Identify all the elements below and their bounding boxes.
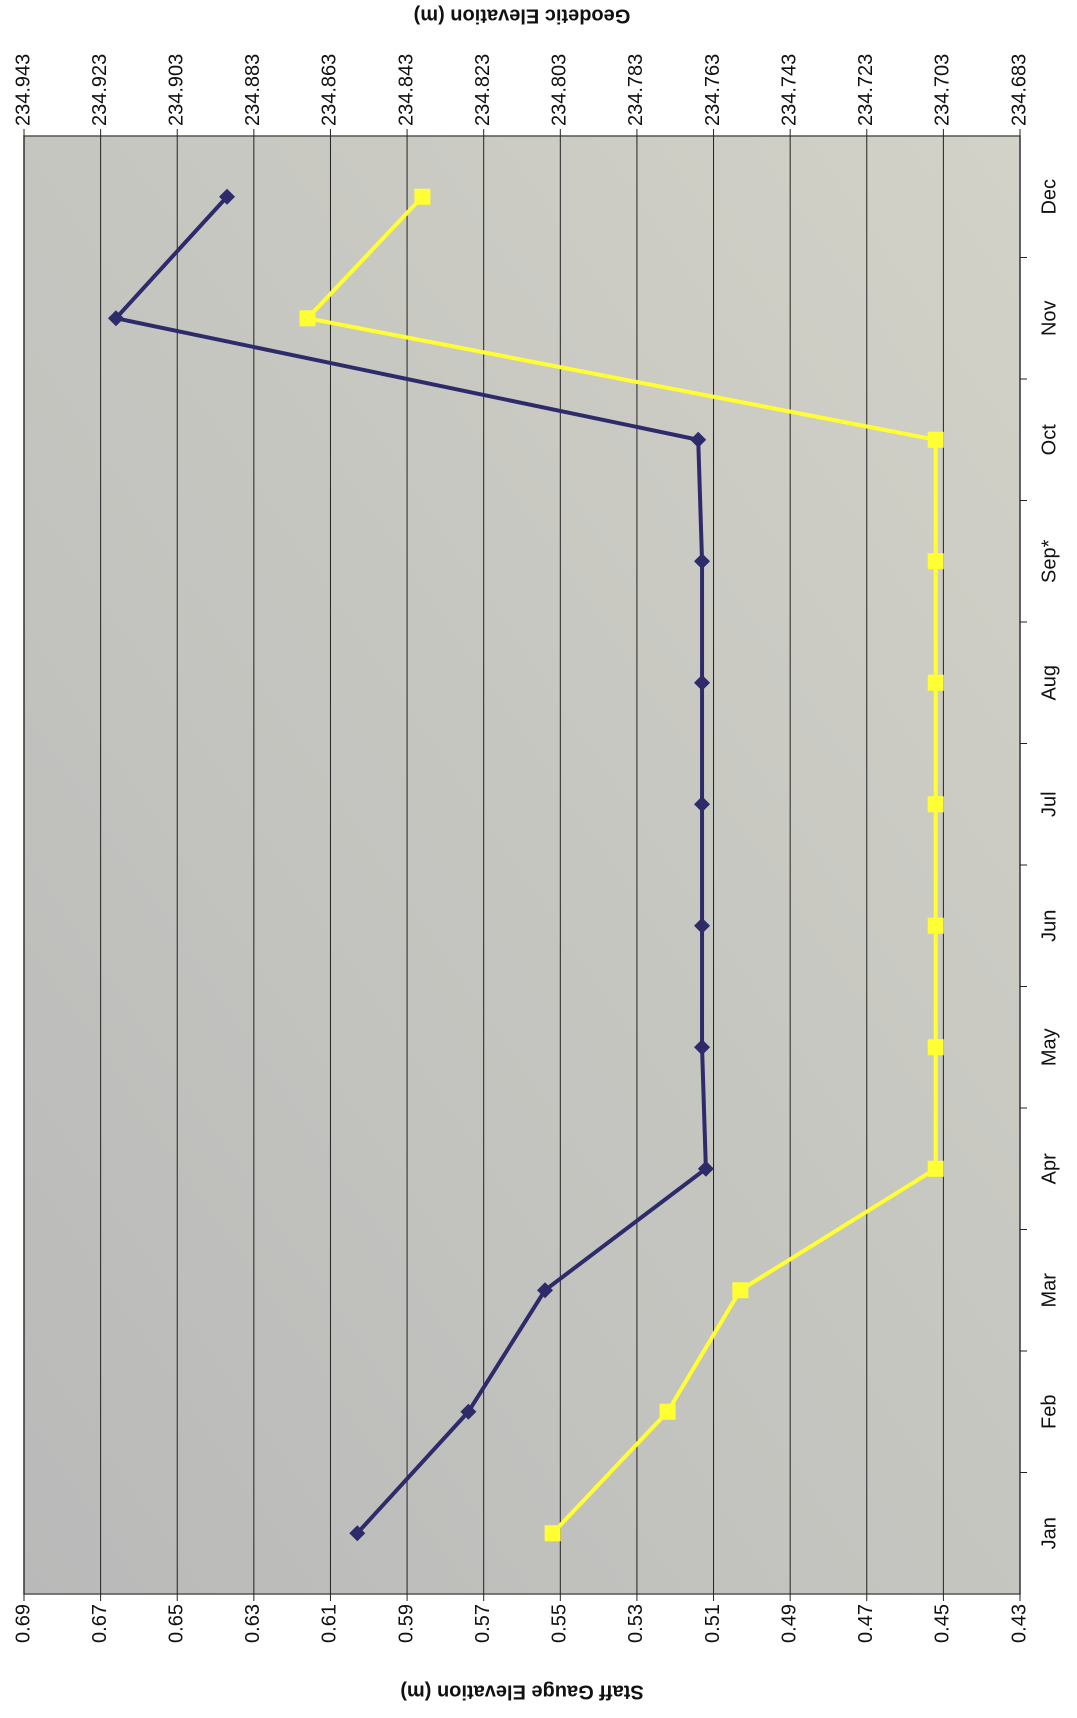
marker [107,310,124,327]
marker [927,917,944,934]
y-axis-title: Staff Gauge Elevation (m) [400,1681,643,1703]
y-tick-label: 0.57 [472,1604,494,1643]
y2-tick-label: 234.943 [12,54,34,126]
y-tick-label: 0.63 [242,1604,264,1643]
y-tick-label: 0.53 [625,1604,647,1643]
y-tick-label: 0.51 [702,1604,724,1643]
y2-tick-label: 234.683 [1008,54,1030,126]
y-tick-label: 0.61 [319,1604,341,1643]
x-tick-label: Oct [1038,424,1060,456]
x-tick-label: Jun [1038,910,1060,942]
x-tick-label: Nov [1038,300,1060,336]
y-tick-label: 0.59 [395,1604,417,1643]
marker [544,1525,561,1542]
marker [536,1282,553,1299]
y-tick-label: 0.45 [932,1604,954,1643]
marker [927,431,944,448]
x-tick-label: May [1038,1028,1060,1066]
marker [732,1282,749,1299]
series-line [303,195,938,1535]
y-tick-label: 0.49 [778,1604,800,1643]
y-tick-label: 0.69 [12,1604,34,1643]
x-tick-label: Feb [1038,1395,1060,1429]
y2-tick-label: 234.823 [472,54,494,126]
y-tick-label: 0.65 [166,1604,188,1643]
marker [219,188,236,205]
marker [694,1039,711,1056]
marker [697,1160,714,1177]
y2-axis-title: Geodetic Elevation (m) [414,5,631,27]
x-tick-label: Jan [1038,1517,1060,1549]
y2-tick-label: 234.923 [89,54,111,126]
marker [460,1403,477,1420]
marker [694,674,711,691]
y2-tick-label: 234.763 [702,54,724,126]
y2-tick-label: 234.883 [242,54,264,126]
y2-tick-label: 234.783 [625,54,647,126]
rotated-chart: 0.43 0.45 0.47 0.49 0.51 0.53 0.55 0.57 0.59 0.61… [12,5,1060,1703]
series-line [112,195,708,1535]
marker [694,917,711,934]
y-tick-label: 0.67 [89,1604,111,1643]
marker [659,1403,676,1420]
marker [927,1160,944,1177]
marker [927,1039,944,1056]
marker [414,188,431,205]
marker [349,1525,366,1542]
marker [694,553,711,570]
marker [690,431,707,448]
marker [694,796,711,813]
y2-tick-label: 234.843 [395,54,417,126]
y2-tick-label: 234.743 [778,54,800,126]
y-tick-label: 0.43 [1008,1604,1030,1643]
y-tick-label: 0.47 [855,1604,877,1643]
marker [927,674,944,691]
y2-tick-label: 234.903 [166,54,188,126]
x-tick-label: Sep* [1038,539,1060,583]
y2-tick-label: 234.803 [549,54,571,126]
x-tick-label: Aug [1038,665,1060,701]
y-tick-label: 0.55 [549,1604,571,1643]
y2-tick-label: 234.723 [855,54,877,126]
plot-area [23,135,1021,1595]
x-tick-label: Jul [1038,791,1060,817]
marker [927,796,944,813]
marker [299,310,316,327]
y2-tick-label: 234.703 [932,54,954,126]
x-tick-label: Apr [1038,1153,1060,1184]
marker [927,553,944,570]
x-tick-label: Mar [1038,1273,1060,1308]
x-tick-label: Dec [1038,179,1060,215]
y2-tick-label: 234.863 [319,54,341,126]
